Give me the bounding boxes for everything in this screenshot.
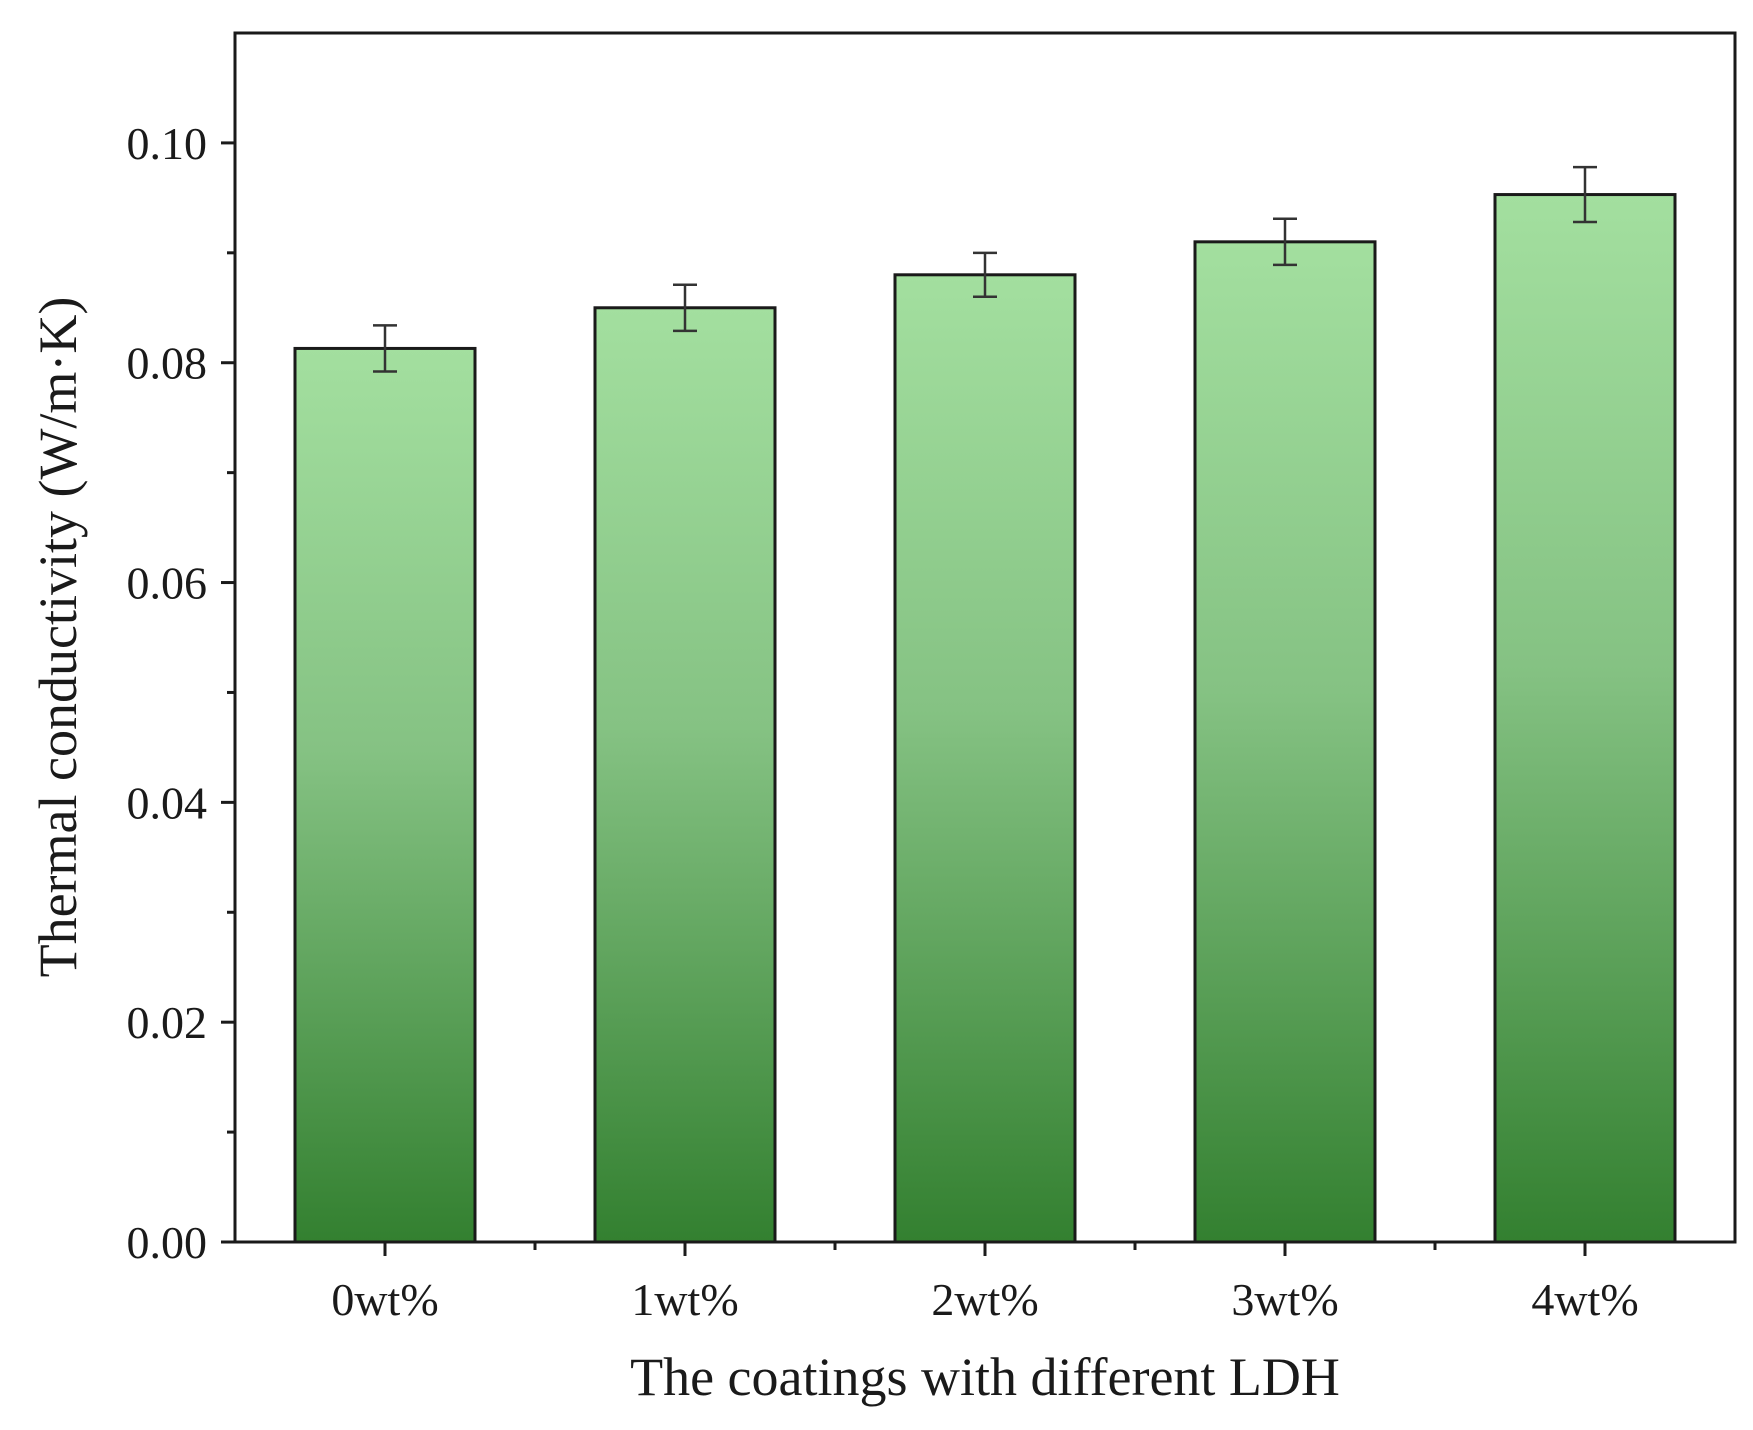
bar-3wt% [1193,240,1377,1244]
y-tick-labels: 0.00 0.02 0.04 0.06 0.08 0.10 [127,118,208,1268]
x-tick-labels: 0wt% 1wt% 2wt% 3wt% 4wt% [331,1274,1638,1325]
x-tick-label: 4wt% [1531,1274,1638,1325]
y-tick-label: 0.00 [127,1217,208,1268]
error-bars-layer [373,165,1597,373]
y-tick-label: 0.06 [127,558,208,609]
y-tick-label: 0.08 [127,338,208,389]
y-tick-label: 0.02 [127,997,208,1048]
x-axis-title: The coatings with different LDH [630,1347,1340,1407]
bars-layer [293,193,1677,1244]
bar-2wt% [893,273,1077,1244]
bar-4wt% [1493,193,1677,1244]
y-tick-label: 0.10 [127,118,208,169]
ticks-layer [221,141,1587,1256]
x-tick-label: 1wt% [631,1274,738,1325]
error-bar-2wt% [973,251,997,299]
y-axis-title: Thermal conductivity (W/m·K) [28,297,88,978]
error-bar-4wt% [1573,165,1597,224]
y-tick-label: 0.04 [127,777,208,828]
error-bar-0wt% [373,324,397,373]
x-tick-label: 3wt% [1231,1274,1338,1325]
error-bar-1wt% [673,283,697,333]
error-bar-3wt% [1273,217,1297,267]
bar-1wt% [593,306,777,1244]
x-tick-label: 0wt% [331,1274,438,1325]
x-tick-label: 2wt% [931,1274,1038,1325]
bar-0wt% [293,346,477,1244]
